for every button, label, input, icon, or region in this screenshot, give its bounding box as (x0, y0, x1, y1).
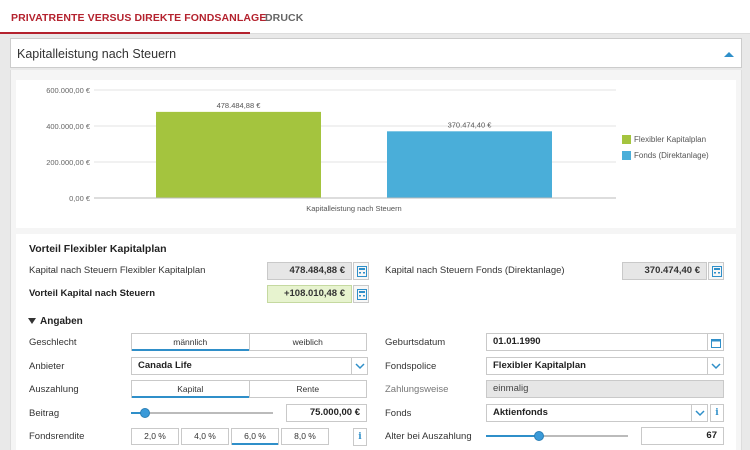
calculator-icon (357, 289, 367, 300)
chevron-down-icon (355, 363, 365, 370)
fondsrendite-options: 2,0 % 4,0 % 6,0 % 8,0 % (131, 428, 331, 445)
fonds-info-button[interactable]: i (710, 404, 724, 422)
fondsrendite-option-6[interactable]: 6,0 % (231, 428, 279, 445)
bar-value-label: 478.484,88 € (217, 101, 262, 110)
fondsrendite-info-button[interactable]: i (353, 428, 367, 446)
bar-fonds-direktanlage (387, 131, 552, 198)
chart-legend: Flexibler Kapitalplan Fonds (Direktanlag… (622, 135, 709, 167)
kapital-fonds-label: Kapital nach Steuern Fonds (Direktanlage… (385, 265, 565, 276)
anbieter-label: Anbieter (29, 361, 65, 372)
calculator-icon (357, 266, 367, 277)
kapital-fonds-value: 370.474,40 € (622, 262, 707, 280)
fondspolice-dropdown-button[interactable] (708, 357, 724, 375)
auszahlung-option-rente[interactable]: Rente (296, 384, 320, 394)
zahlungsweise-field: einmalig (486, 380, 724, 398)
calculator-button-vorteil[interactable] (353, 285, 369, 303)
fondsrendite-option-4[interactable]: 4,0 % (181, 428, 229, 445)
zahlungsweise-label: Zahlungsweise (385, 384, 449, 395)
auszahlung-toggle: Kapital Rente (131, 380, 367, 398)
fondsrendite-option-2[interactable]: 2,0 % (131, 428, 179, 445)
vorteil-value: +108.010,48 € (267, 285, 352, 303)
beitrag-slider-thumb[interactable] (140, 408, 151, 418)
calculator-button-flex[interactable] (353, 262, 369, 280)
info-icon: i (715, 408, 719, 418)
auszahlung-label: Auszahlung (29, 384, 79, 395)
legend-item-fonds: Fonds (Direktanlage) (622, 151, 709, 167)
chart-card: 0,00 € 200.000,00 € 400.000,00 € 600.000,00… (16, 80, 736, 228)
caret-down-icon[interactable] (28, 318, 36, 324)
y-tick-label: 0,00 € (69, 194, 91, 203)
bar-flexibler-kapitalplan (156, 111, 321, 198)
geburtsdatum-input[interactable]: 01.01.1990 (486, 333, 708, 351)
geschlecht-option-weiblich[interactable]: weiblich (292, 337, 323, 347)
geschlecht-toggle: männlich weiblich (131, 333, 367, 351)
active-tab-indicator (0, 32, 250, 34)
tab-privatrente[interactable]: PRIVATRENTE VERSUS DIREKTE FONDSANLAGE (11, 12, 267, 24)
legend-swatch-fonds (622, 151, 631, 160)
fonds-select[interactable]: Aktienfonds (486, 404, 692, 422)
calculator-icon (712, 266, 722, 277)
legend-label-fonds: Fonds (Direktanlage) (634, 151, 709, 160)
calculator-button-fonds[interactable] (708, 262, 724, 280)
vorteil-title: Vorteil Flexibler Kapitalplan (29, 243, 167, 255)
alter-input[interactable]: 67 (641, 427, 724, 445)
form-card: Vorteil Flexibler Kapitalplan Kapital na… (16, 234, 736, 450)
fondspolice-label: Fondspolice (385, 361, 437, 372)
kapital-flex-label: Kapital nach Steuern Flexibler Kapitalpl… (29, 265, 206, 276)
fondsrendite-label: Fondsrendite (29, 431, 85, 442)
beitrag-slider[interactable] (131, 408, 273, 418)
bar-chart: 0,00 € 200.000,00 € 400.000,00 € 600.000,00… (46, 86, 616, 213)
info-icon: i (358, 432, 362, 442)
geburtsdatum-label: Geburtsdatum (385, 337, 446, 348)
geschlecht-option-maennlich[interactable]: männlich (132, 334, 250, 351)
x-axis-label: Kapitalleistung nach Steuern (306, 204, 401, 213)
collapse-icon[interactable] (723, 49, 735, 59)
calendar-icon (711, 339, 721, 348)
bar-value-label: 370.474,40 € (448, 120, 493, 129)
legend-item-flex: Flexibler Kapitalplan (622, 135, 709, 151)
beitrag-label: Beitrag (29, 408, 60, 419)
y-tick-label: 400.000,00 € (46, 122, 91, 131)
top-navigation: PRIVATRENTE VERSUS DIREKTE FONDSANLAGE D… (0, 0, 750, 34)
auszahlung-option-kapital[interactable]: Kapital (132, 381, 250, 398)
chevron-down-icon (711, 363, 721, 370)
fonds-label: Fonds (385, 408, 412, 419)
beitrag-slider-fill (131, 412, 146, 414)
alter-slider-fill (486, 435, 539, 437)
y-tick-label: 200.000,00 € (46, 158, 91, 167)
fondspolice-select[interactable]: Flexibler Kapitalplan (486, 357, 708, 375)
beitrag-input[interactable]: 75.000,00 € (286, 404, 367, 422)
alter-slider-thumb[interactable] (533, 431, 544, 441)
section-header[interactable]: Kapitalleistung nach Steuern (10, 38, 742, 68)
alter-slider[interactable] (486, 431, 628, 441)
chevron-down-icon (695, 410, 705, 417)
geschlecht-label: Geschlecht (29, 337, 77, 348)
alter-label: Alter bei Auszahlung (385, 431, 472, 442)
anbieter-dropdown-button[interactable] (352, 357, 368, 375)
angaben-title[interactable]: Angaben (40, 316, 83, 327)
fonds-dropdown-button[interactable] (692, 404, 708, 422)
fondsrendite-option-8[interactable]: 8,0 % (281, 428, 329, 445)
tab-druck[interactable]: DRUCK (265, 12, 304, 24)
section-title: Kapitalleistung nach Steuern (17, 47, 177, 61)
kapital-flex-value: 478.484,88 € (267, 262, 352, 280)
vorteil-label: Vorteil Kapital nach Steuern (29, 288, 155, 299)
legend-label-flex: Flexibler Kapitalplan (634, 135, 707, 144)
legend-swatch-flex (622, 135, 631, 144)
y-tick-label: 600.000,00 € (46, 86, 91, 95)
calendar-button[interactable] (708, 333, 724, 351)
anbieter-select[interactable]: Canada Life (131, 357, 352, 375)
